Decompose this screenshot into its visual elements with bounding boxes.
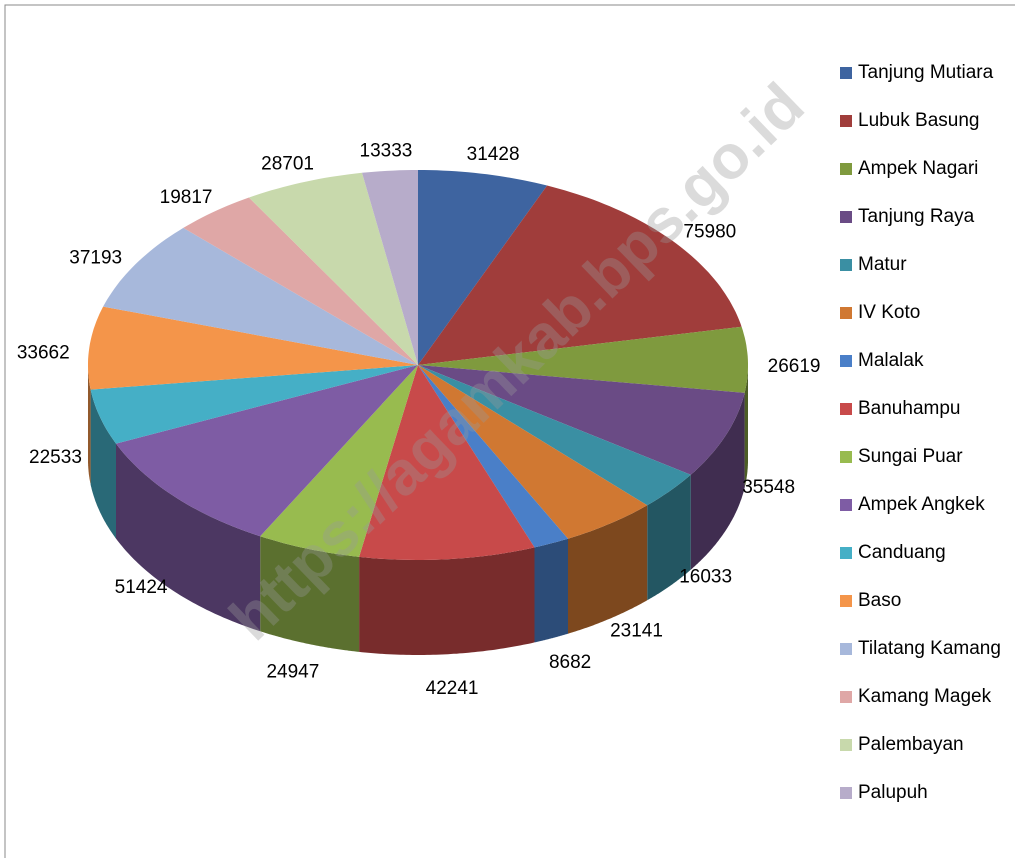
legend-swatch	[840, 403, 852, 415]
slice-side	[647, 474, 691, 601]
legend-label: Tanjung Raya	[858, 206, 975, 227]
slice	[116, 365, 418, 537]
legend-label: IV Koto	[858, 302, 920, 323]
legend-label: Palupuh	[858, 782, 928, 803]
legend-label: Tanjung Mutiara	[858, 62, 994, 83]
legend-label: Ampek Angkek	[858, 494, 985, 515]
data-label: 24947	[266, 661, 319, 682]
data-label: 23141	[610, 620, 663, 641]
legend-swatch	[840, 355, 852, 367]
legend-label: Kamang Magek	[858, 686, 992, 707]
legend-label: Palembayan	[858, 734, 964, 755]
legend-label: Banuhampu	[858, 398, 960, 419]
data-label: 26619	[768, 356, 821, 377]
slice	[418, 365, 745, 475]
slice-side	[568, 505, 648, 634]
legend-label: Ampek Nagari	[858, 158, 978, 179]
legend-label: Sungai Puar	[858, 446, 963, 467]
legend-swatch	[840, 259, 852, 271]
data-label: 35548	[742, 477, 795, 498]
legend-swatch	[840, 691, 852, 703]
slice	[418, 326, 748, 393]
slice-side	[116, 443, 261, 632]
legend-swatch	[840, 163, 852, 175]
legend-swatch	[840, 787, 852, 799]
slice	[418, 365, 648, 539]
legend-swatch	[840, 595, 852, 607]
slice-side	[90, 389, 116, 539]
slice	[418, 170, 548, 365]
slice	[418, 365, 691, 506]
legend-swatch	[840, 547, 852, 559]
data-label: 37193	[69, 247, 122, 268]
slice-side	[534, 538, 568, 643]
slice-side	[744, 365, 748, 488]
slice	[103, 227, 418, 365]
slice	[418, 365, 568, 548]
slice	[183, 197, 418, 365]
data-label: 42241	[426, 678, 479, 699]
legend-swatch	[840, 115, 852, 127]
slice	[418, 185, 742, 365]
slice	[362, 170, 418, 365]
slice	[88, 306, 418, 390]
legend-label: Baso	[858, 590, 901, 611]
data-label: 28701	[261, 154, 314, 175]
slice-side	[260, 536, 360, 652]
legend-swatch	[840, 67, 852, 79]
data-label: 75980	[683, 222, 736, 243]
slice	[359, 365, 535, 560]
data-label: 51424	[115, 577, 168, 598]
legend-swatch	[840, 643, 852, 655]
data-label: 22533	[29, 447, 82, 468]
slice-side	[359, 547, 535, 655]
data-label: 31428	[467, 144, 520, 165]
data-label: 16033	[679, 567, 732, 588]
legend-label: Malalak	[858, 350, 924, 371]
legend-swatch	[840, 499, 852, 511]
data-label: 33662	[17, 342, 70, 363]
legend-label: Matur	[858, 254, 907, 275]
slice	[90, 365, 418, 444]
slice	[249, 172, 418, 365]
slice	[260, 365, 418, 557]
data-label: 13333	[360, 141, 413, 162]
legend-label: Canduang	[858, 542, 946, 563]
slice-side	[88, 365, 91, 485]
slice-side	[690, 392, 745, 570]
data-label: 19817	[160, 187, 213, 208]
legend-swatch	[840, 451, 852, 463]
legend-swatch	[840, 307, 852, 319]
legend-swatch	[840, 211, 852, 223]
data-label: 8682	[549, 652, 591, 673]
legend-swatch	[840, 739, 852, 751]
legend-label: Tilatang Kamang	[858, 638, 1001, 659]
legend-label: Lubuk Basung	[858, 110, 980, 131]
